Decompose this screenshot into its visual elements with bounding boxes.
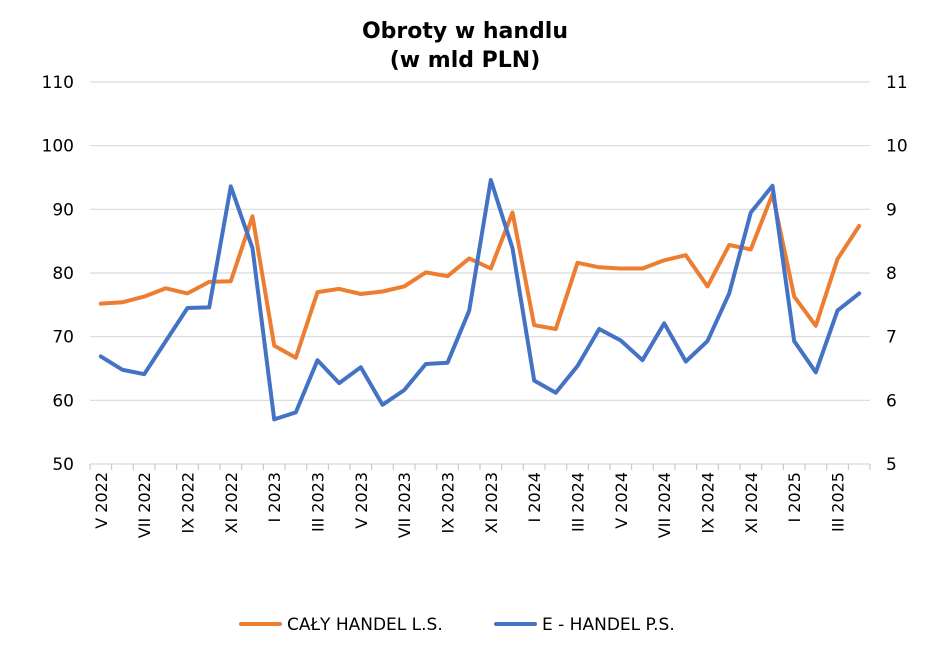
legend: CAŁY HANDEL L.S. E - HANDEL P.S. [239, 615, 675, 635]
y-left-tick-label: 100 [42, 137, 74, 157]
chart-title: Obroty w handlu [362, 19, 568, 44]
legend-label: CAŁY HANDEL L.S. [287, 615, 443, 635]
y-right-tick-label: 8 [886, 264, 897, 284]
y-right-tick-label: 11 [886, 73, 908, 93]
x-tick-label: IX 2022 [179, 472, 198, 533]
y-right-tick-label: 9 [886, 200, 897, 220]
axes: 50 60 70 80 90 100 110 5 6 7 8 9 10 11 V 2022 VII 2022 I… [42, 73, 908, 538]
x-tick-label: III 2025 [829, 472, 848, 532]
y-left-tick-label: 50 [52, 455, 74, 475]
y-right-tick-label: 6 [886, 391, 897, 411]
x-tick-label: VII 2023 [395, 472, 414, 538]
x-tick-label: V 2022 [92, 472, 111, 529]
y-right-tick-label: 7 [886, 328, 897, 348]
x-tick-label: V 2024 [612, 472, 631, 529]
x-tick-label: VII 2024 [655, 472, 674, 538]
x-tick-label: XI 2022 [222, 472, 241, 533]
x-tick-label: V 2023 [352, 472, 371, 529]
x-tick-label: I 2023 [265, 472, 284, 523]
x-tick-label: III 2023 [309, 472, 328, 532]
legend-label: E - HANDEL P.S. [542, 615, 675, 635]
x-tick-label: IX 2024 [699, 472, 718, 533]
y-right-tick-label: 5 [886, 455, 897, 475]
y-left-tick-label: 70 [52, 328, 74, 348]
x-tick-label: VII 2022 [135, 472, 154, 538]
series-line-caly-handel [98, 192, 862, 360]
grid-lines [90, 81, 870, 465]
x-tick-label: XI 2023 [482, 472, 501, 533]
series-lines [98, 178, 862, 422]
x-tick-label: IX 2023 [439, 472, 458, 533]
x-tick-label: I 2024 [525, 472, 544, 523]
chart-subtitle: (w mld PLN) [390, 48, 541, 73]
y-right-tick-label: 10 [886, 137, 908, 157]
x-tick-label: I 2025 [785, 472, 804, 523]
x-tick-label: XI 2024 [742, 472, 761, 533]
y-left-tick-label: 90 [52, 200, 74, 220]
y-left-tick-label: 110 [42, 73, 74, 93]
y-left-tick-label: 60 [52, 391, 74, 411]
series-line-e-handel [98, 178, 862, 422]
x-tick-label: III 2024 [569, 472, 588, 532]
y-left-tick-label: 80 [52, 264, 74, 284]
